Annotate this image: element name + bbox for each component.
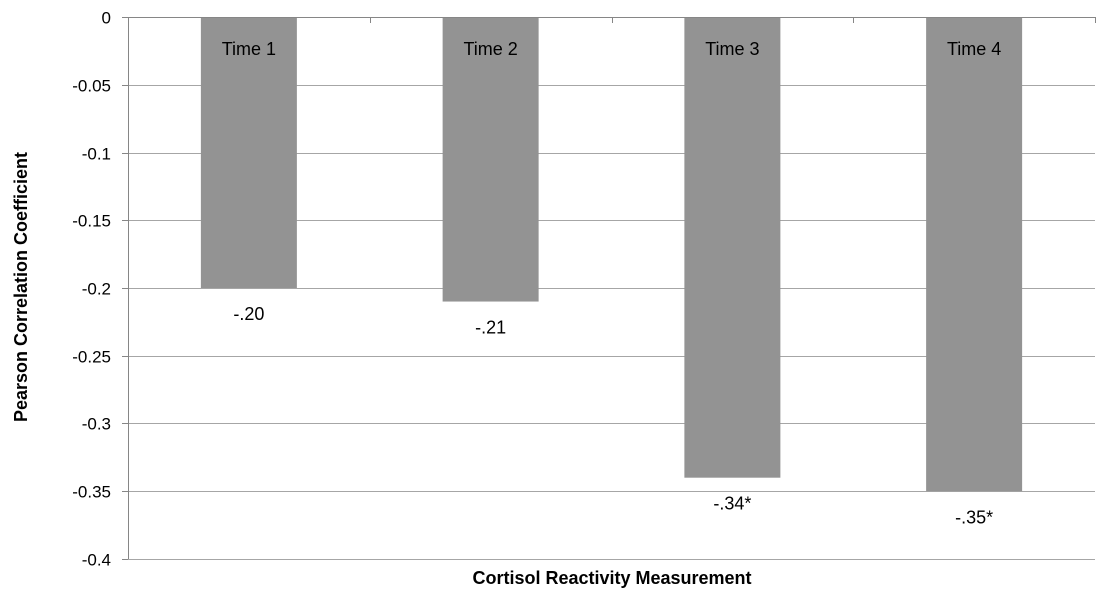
y-tick-label: -0.3: [82, 415, 111, 434]
bar: [442, 17, 539, 302]
y-tick-label: -0.2: [82, 280, 111, 299]
y-axis-title: Pearson Correlation Coefficient: [11, 152, 31, 422]
data-label: -.35*: [955, 507, 993, 527]
data-label: -.20: [233, 304, 264, 324]
category-label: Time 1: [222, 39, 276, 59]
labels: 0 -0.05 -0.1 -0.15 -0.2 -0.25 -0.3 -0.35 -0.4 Tim…: [72, 9, 1001, 570]
axes: [122, 17, 1096, 560]
bar: [926, 17, 1023, 492]
x-axis-title: Cortisol Reactivity Measurement: [472, 568, 751, 588]
bars: [200, 17, 1023, 492]
y-tick-label: -0.25: [72, 348, 111, 367]
bar: [684, 17, 781, 478]
y-tick-label: -0.35: [72, 483, 111, 502]
y-tick-label: -0.1: [82, 145, 111, 164]
category-label: Time 4: [947, 39, 1001, 59]
bar: [200, 17, 297, 288]
y-tick-label: -0.05: [72, 77, 111, 96]
data-label: -.21: [475, 318, 506, 338]
category-label: Time 2: [463, 39, 517, 59]
y-tick-label: -0.15: [72, 212, 111, 231]
y-tick-label: -0.4: [82, 551, 111, 570]
y-tick-label: 0: [102, 9, 111, 28]
category-label: Time 3: [705, 39, 759, 59]
data-label: -.34*: [713, 494, 751, 514]
